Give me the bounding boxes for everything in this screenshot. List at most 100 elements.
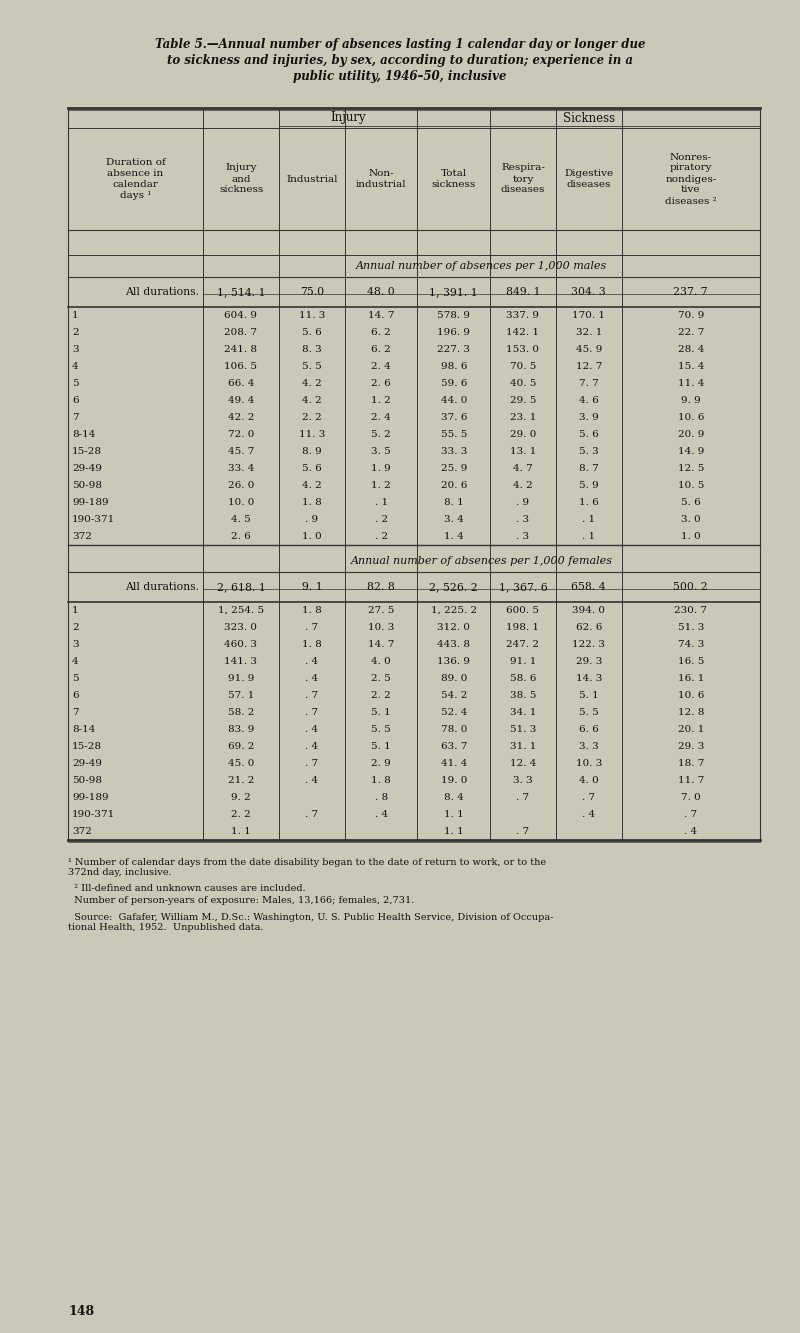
Text: 58. 6: 58. 6: [510, 674, 536, 682]
Text: . 9: . 9: [517, 499, 530, 507]
Text: 59. 6: 59. 6: [441, 379, 467, 388]
Text: 57. 1: 57. 1: [228, 690, 254, 700]
Text: 2. 2: 2. 2: [371, 690, 391, 700]
Text: sickness: sickness: [432, 180, 476, 189]
Text: . 7: . 7: [582, 793, 595, 802]
Text: 26. 0: 26. 0: [228, 481, 254, 491]
Text: 8-14: 8-14: [72, 725, 95, 734]
Text: 3. 0: 3. 0: [681, 515, 701, 524]
Text: 8-14: 8-14: [72, 431, 95, 439]
Text: 48. 0: 48. 0: [367, 287, 395, 297]
Text: sickness: sickness: [219, 185, 263, 195]
Text: 5. 6: 5. 6: [681, 499, 701, 507]
Text: 443. 8: 443. 8: [438, 640, 470, 649]
Text: 19. 0: 19. 0: [441, 776, 467, 785]
Text: 5. 1: 5. 1: [371, 742, 391, 750]
Text: nondiges-: nondiges-: [665, 175, 717, 184]
Text: 28. 4: 28. 4: [678, 345, 704, 355]
Text: 66. 4: 66. 4: [228, 379, 254, 388]
Text: 241. 8: 241. 8: [225, 345, 258, 355]
Text: 1. 0: 1. 0: [681, 532, 701, 541]
Text: 11. 7: 11. 7: [678, 776, 704, 785]
Text: 1. 8: 1. 8: [371, 776, 391, 785]
Text: . 4: . 4: [306, 742, 318, 750]
Text: 142. 1: 142. 1: [506, 328, 539, 337]
Text: 2. 6: 2. 6: [231, 532, 251, 541]
Text: . 7: . 7: [306, 758, 318, 768]
Text: 16. 5: 16. 5: [678, 657, 704, 666]
Text: 372: 372: [72, 826, 92, 836]
Text: 6: 6: [72, 690, 78, 700]
Text: All durations.: All durations.: [125, 583, 199, 592]
Text: 2: 2: [72, 623, 78, 632]
Text: 208. 7: 208. 7: [225, 328, 258, 337]
Text: All durations.: All durations.: [125, 287, 199, 297]
Text: 4. 2: 4. 2: [302, 396, 322, 405]
Text: 3. 3: 3. 3: [579, 742, 598, 750]
Text: 12. 8: 12. 8: [678, 708, 704, 717]
Text: 11. 3: 11. 3: [298, 431, 325, 439]
Text: 29-49: 29-49: [72, 758, 102, 768]
Text: 136. 9: 136. 9: [438, 657, 470, 666]
Text: 122. 3: 122. 3: [572, 640, 606, 649]
Text: 3: 3: [72, 640, 78, 649]
Text: 25. 9: 25. 9: [441, 464, 467, 473]
Text: 500. 2: 500. 2: [674, 583, 708, 592]
Text: tive: tive: [681, 185, 701, 195]
Text: 4. 6: 4. 6: [579, 396, 598, 405]
Text: absence in: absence in: [107, 169, 163, 179]
Text: 1: 1: [72, 311, 78, 320]
Text: 6. 6: 6. 6: [579, 725, 598, 734]
Text: . 4: . 4: [582, 810, 595, 818]
Text: 1, 367. 6: 1, 367. 6: [498, 583, 547, 592]
Text: 98. 6: 98. 6: [441, 363, 467, 371]
Text: 5. 1: 5. 1: [371, 708, 391, 717]
Text: 2. 6: 2. 6: [371, 379, 391, 388]
Text: . 7: . 7: [306, 810, 318, 818]
Text: Non-: Non-: [368, 169, 394, 179]
Text: 4: 4: [72, 363, 78, 371]
Text: 1. 2: 1. 2: [371, 481, 391, 491]
Text: 5. 6: 5. 6: [579, 431, 598, 439]
Text: 55. 5: 55. 5: [441, 431, 467, 439]
Text: 82. 8: 82. 8: [367, 583, 395, 592]
Text: 6. 2: 6. 2: [371, 328, 391, 337]
Text: 69. 2: 69. 2: [228, 742, 254, 750]
Text: Injury: Injury: [226, 164, 257, 172]
Text: 1. 9: 1. 9: [371, 464, 391, 473]
Text: 5. 6: 5. 6: [302, 328, 322, 337]
Text: 45. 0: 45. 0: [228, 758, 254, 768]
Text: 23. 1: 23. 1: [510, 413, 536, 423]
Text: 5. 3: 5. 3: [579, 447, 598, 456]
Text: to sickness and injuries, by sex, according to duration; experience in a: to sickness and injuries, by sex, accord…: [167, 55, 633, 67]
Text: . 7: . 7: [517, 793, 530, 802]
Text: and: and: [231, 175, 250, 184]
Text: . 3: . 3: [517, 515, 530, 524]
Text: 10. 3: 10. 3: [575, 758, 602, 768]
Text: 1, 225. 2: 1, 225. 2: [430, 607, 477, 615]
Text: 45. 9: 45. 9: [575, 345, 602, 355]
Text: 10. 3: 10. 3: [368, 623, 394, 632]
Text: 1, 514. 1: 1, 514. 1: [217, 287, 266, 297]
Text: 148: 148: [68, 1305, 94, 1318]
Text: 33. 3: 33. 3: [441, 447, 467, 456]
Text: 106. 5: 106. 5: [225, 363, 258, 371]
Text: 8. 9: 8. 9: [302, 447, 322, 456]
Text: 20. 1: 20. 1: [678, 725, 704, 734]
Text: 44. 0: 44. 0: [441, 396, 467, 405]
Text: 14. 3: 14. 3: [575, 674, 602, 682]
Text: 5. 9: 5. 9: [579, 481, 598, 491]
Text: . 2: . 2: [374, 515, 388, 524]
Text: days ¹: days ¹: [120, 191, 151, 200]
Text: 32. 1: 32. 1: [575, 328, 602, 337]
Text: 2. 5: 2. 5: [371, 674, 391, 682]
Text: 3. 9: 3. 9: [579, 413, 598, 423]
Text: 1. 0: 1. 0: [302, 532, 322, 541]
Text: 4. 5: 4. 5: [231, 515, 251, 524]
Text: . 7: . 7: [517, 826, 530, 836]
Text: . 7: . 7: [306, 623, 318, 632]
Text: . 9: . 9: [306, 515, 318, 524]
Text: 10. 0: 10. 0: [228, 499, 254, 507]
Text: diseases: diseases: [501, 185, 545, 195]
Text: 11. 3: 11. 3: [298, 311, 325, 320]
